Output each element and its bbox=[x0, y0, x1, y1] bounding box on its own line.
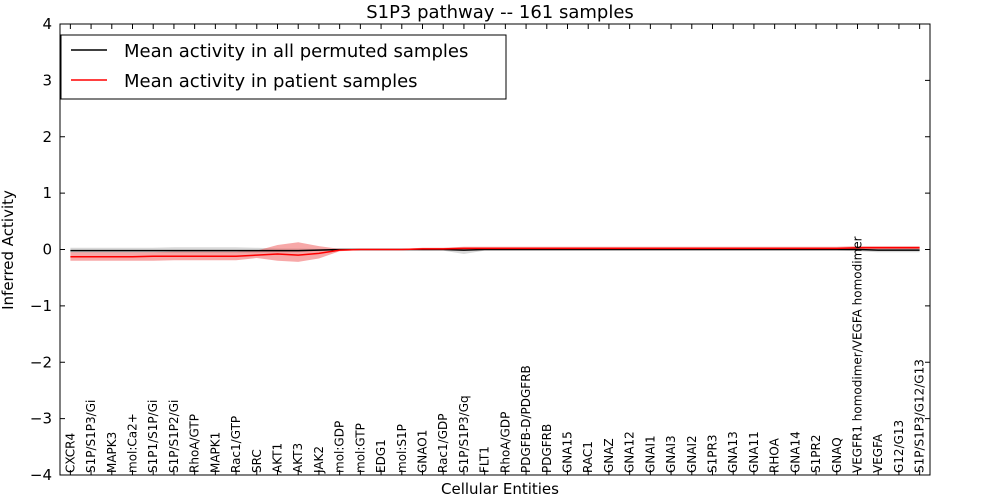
x-tick-label: mol:Ca2+ bbox=[126, 413, 140, 473]
y-tick-label: 4 bbox=[42, 15, 52, 33]
x-tick-label: S1P/S1P3/Gi bbox=[84, 400, 98, 473]
uncertainty-bands bbox=[70, 242, 920, 262]
x-tick-label: AKT1 bbox=[271, 443, 285, 473]
x-tick-label: GNAI3 bbox=[664, 435, 678, 473]
series-lines bbox=[70, 247, 920, 258]
x-tick-label: EDG1 bbox=[374, 439, 388, 473]
series-line-permuted bbox=[70, 248, 920, 252]
x-tick-label: PDGFB-D/PDGFRB bbox=[519, 365, 533, 473]
x-tick-label: mol:GDP bbox=[333, 421, 347, 473]
y-tick-label: 2 bbox=[42, 128, 52, 146]
x-tick-label: Rac1/GTP bbox=[229, 416, 243, 473]
legend: Mean activity in all permuted samples Me… bbox=[60, 34, 507, 100]
y-axis-ticks: −4 −3 −2 −1 0 1 2 3 4 bbox=[30, 15, 930, 484]
x-axis-label: Cellular Entities bbox=[441, 480, 559, 498]
band-patient bbox=[70, 242, 920, 262]
x-tick-label: PDGFRB bbox=[540, 424, 554, 473]
x-tick-label: RhoA/GTP bbox=[188, 414, 202, 473]
x-tick-label: MAPK3 bbox=[105, 432, 119, 473]
legend-label-permuted: Mean activity in all permuted samples bbox=[124, 41, 468, 62]
y-tick-label: −4 bbox=[30, 466, 52, 484]
x-tick-label: RAC1 bbox=[581, 441, 595, 473]
y-axis-label: Inferred Activity bbox=[0, 190, 17, 310]
x-tick-label: VEGFR1 homodimer/VEGFA homodimer bbox=[851, 236, 865, 473]
x-tick-label: AKT3 bbox=[291, 443, 305, 473]
x-tick-label: GNA15 bbox=[561, 431, 575, 473]
x-tick-label: GNAZ bbox=[602, 438, 616, 473]
y-tick-label: 0 bbox=[42, 241, 52, 259]
x-tick-label: S1P1/S1P/Gi bbox=[146, 400, 160, 473]
x-tick-label: GNA13 bbox=[726, 431, 740, 473]
x-tick-label: S1P/S1P3/G12/G13 bbox=[913, 359, 927, 473]
x-tick-label: GNA12 bbox=[623, 431, 637, 473]
x-tick-label: mol:GTP bbox=[353, 423, 367, 473]
x-tick-label: RHOA bbox=[768, 437, 782, 473]
x-tick-label: mol:S1P bbox=[395, 424, 409, 473]
x-tick-label: CXCR4 bbox=[63, 433, 77, 473]
y-tick-label: −3 bbox=[30, 410, 52, 428]
x-tick-label: JAK2 bbox=[312, 446, 326, 474]
x-tick-label: GNA11 bbox=[747, 431, 761, 473]
chart-title: S1P3 pathway -- 161 samples bbox=[366, 2, 634, 23]
x-tick-label: G12/G13 bbox=[892, 420, 906, 473]
x-tick-label: GNAI1 bbox=[643, 435, 657, 473]
x-tick-label: GNAO1 bbox=[416, 430, 430, 473]
x-tick-label: S1P/S1P2/Gi bbox=[167, 400, 181, 473]
legend-box bbox=[60, 34, 507, 100]
x-tick-label: GNAI2 bbox=[685, 435, 699, 473]
y-tick-label: 1 bbox=[42, 184, 52, 202]
x-tick-label: S1PR2 bbox=[809, 435, 823, 473]
y-tick-label: 3 bbox=[42, 71, 52, 89]
x-tick-label: RhoA/GDP bbox=[498, 412, 512, 473]
x-tick-label: VEGFA bbox=[871, 433, 885, 473]
x-tick-label: SRC bbox=[250, 449, 264, 473]
x-tick-label: FLT1 bbox=[478, 446, 492, 473]
x-axis-ticks: CXCR4 S1P/S1P3/Gi MAPK3 mol:Ca2+ S1P1/S1P/Gi… bbox=[63, 24, 927, 475]
x-tick-label: Rac1/GDP bbox=[436, 414, 450, 473]
series-line-patient bbox=[70, 247, 920, 258]
x-tick-label: S1PR3 bbox=[706, 435, 720, 473]
x-tick-label: MAPK1 bbox=[208, 432, 222, 473]
x-tick-label: S1P/S1P3/Gq bbox=[457, 395, 471, 473]
x-tick-label: GNA14 bbox=[788, 431, 802, 473]
y-tick-label: −1 bbox=[30, 297, 52, 315]
legend-label-patient: Mean activity in patient samples bbox=[124, 71, 418, 92]
x-tick-label: GNAQ bbox=[830, 437, 844, 473]
y-tick-label: −2 bbox=[30, 353, 52, 371]
